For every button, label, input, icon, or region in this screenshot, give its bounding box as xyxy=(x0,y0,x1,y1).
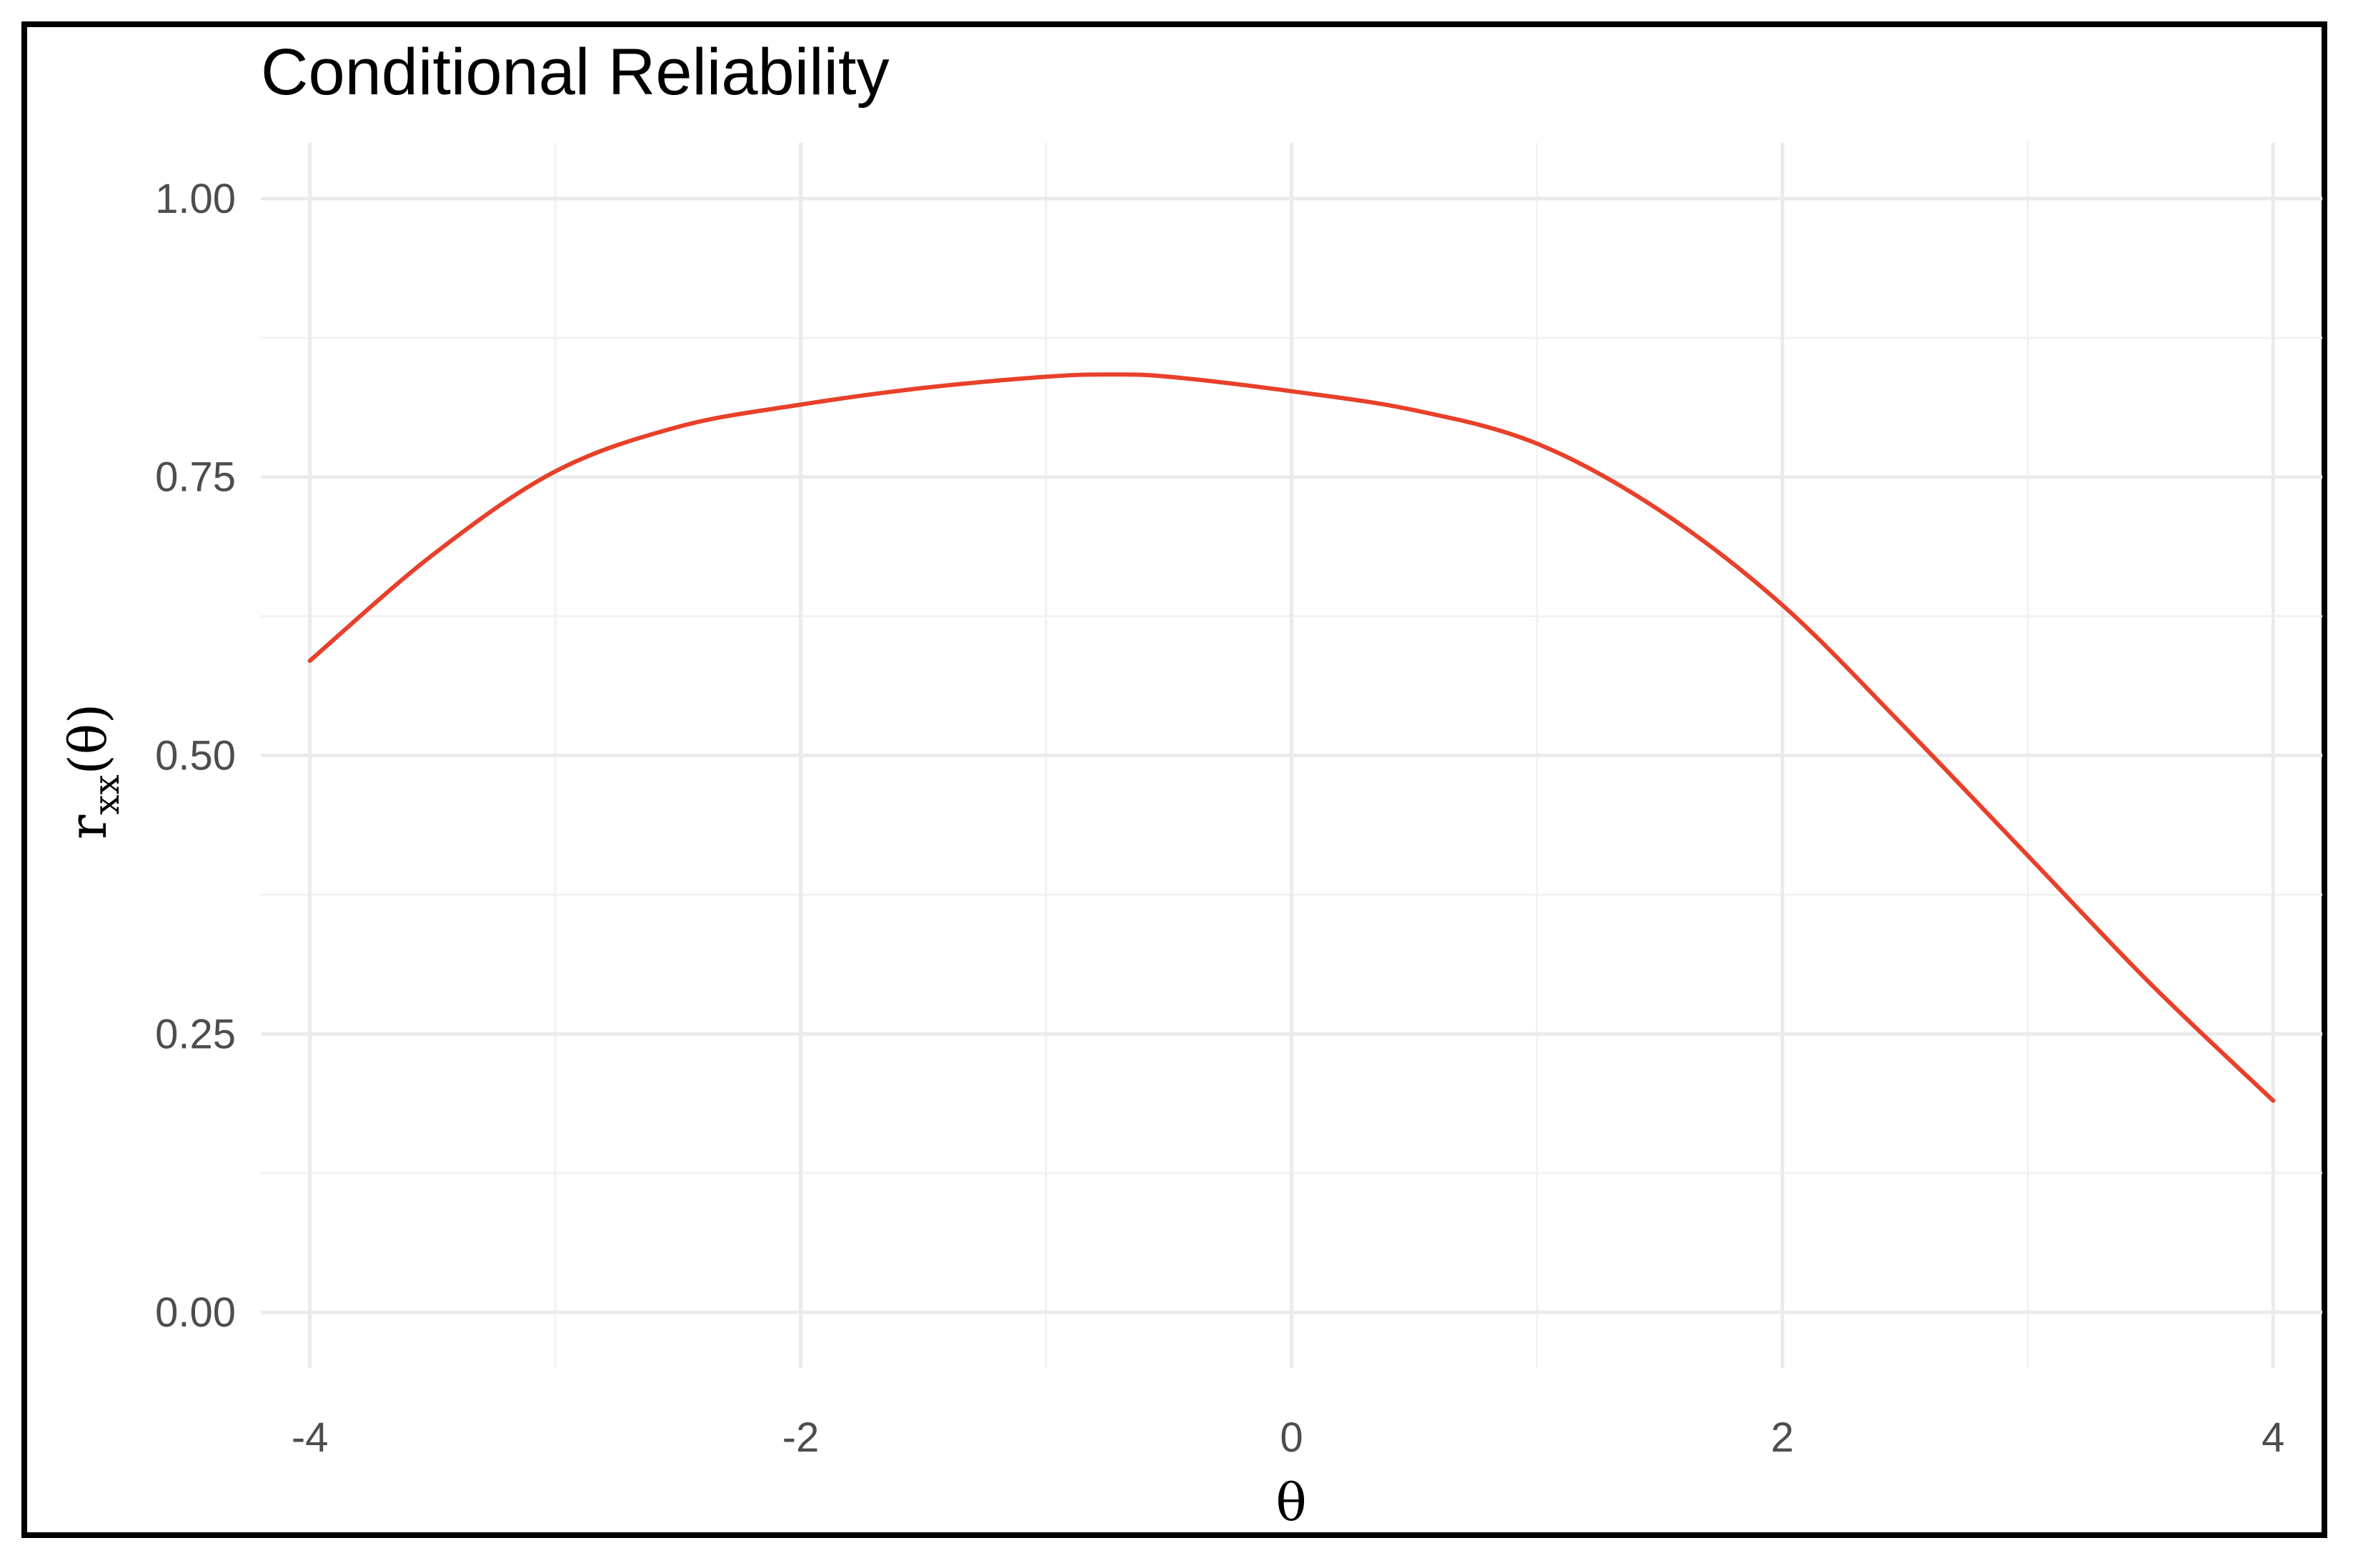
y-tick-labels: 0.00 0.25 0.50 0.75 1.00 xyxy=(155,176,236,1336)
y-tick-label: 0.50 xyxy=(155,733,236,779)
x-tick-label: -2 xyxy=(782,1414,820,1461)
series-line xyxy=(307,372,2276,1103)
y-tick-label: 0.00 xyxy=(155,1289,236,1336)
y-axis-title-arg: (θ) xyxy=(58,704,118,775)
x-tick-labels: -4 -2 0 2 4 xyxy=(292,1414,2285,1461)
svg-text:rxx(θ): rxx(θ) xyxy=(58,704,127,839)
y-tick-label: 0.25 xyxy=(155,1011,236,1057)
y-axis-title: rxx(θ) xyxy=(58,704,127,839)
y-axis-title-sub: xx xyxy=(86,774,127,814)
y-tick-label: 0.75 xyxy=(155,454,236,501)
x-tick-label: -4 xyxy=(292,1414,329,1461)
chart-frame xyxy=(21,21,2327,1538)
x-tick-label: 4 xyxy=(2262,1414,2284,1461)
grid-major xyxy=(261,143,2322,1368)
chart-title: Conditional Reliability xyxy=(261,36,890,109)
y-tick-label: 1.00 xyxy=(155,176,236,222)
x-axis-title: θ xyxy=(1275,1472,1306,1532)
x-tick-label: 0 xyxy=(1280,1414,1303,1461)
y-axis-title-base: r xyxy=(58,814,118,839)
x-tick-label: 2 xyxy=(1771,1414,1794,1461)
